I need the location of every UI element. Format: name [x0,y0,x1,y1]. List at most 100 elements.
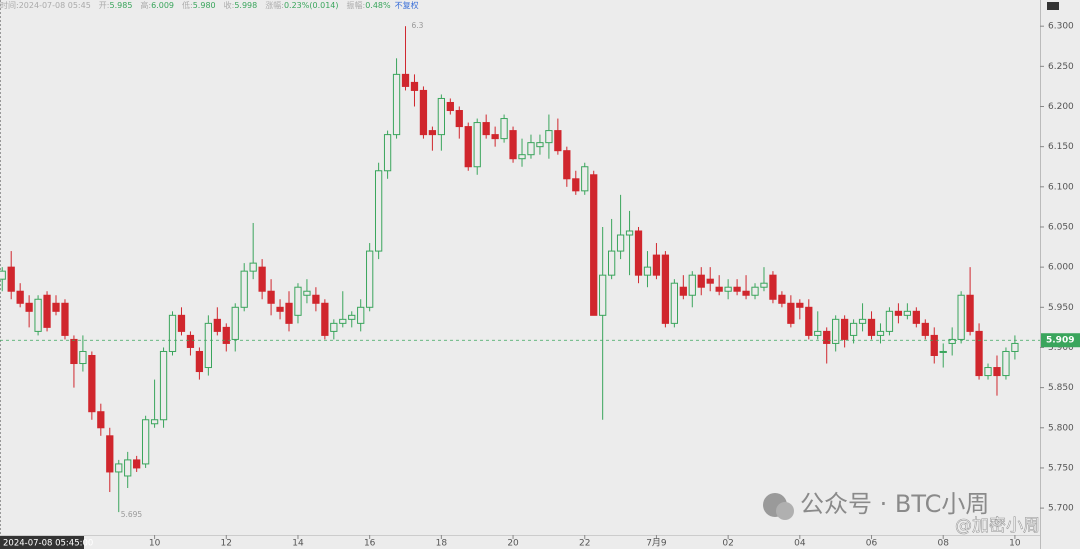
candle-body [661,254,670,324]
candle-body [419,89,428,136]
candle-body [401,73,410,87]
info-colon: : [107,1,110,10]
candle-body [652,254,661,276]
candle-body [285,302,293,324]
candle-body [7,266,15,292]
y-tick-label: 6.300 [1048,22,1074,32]
candle-body [984,367,992,377]
candle-body [751,286,759,296]
info-value: 5.998 [234,1,257,10]
crosshair-time: 2024-07-08 05:45:00 [3,539,93,549]
candle-body [787,302,795,324]
candle-body [330,322,338,332]
candle-body [634,230,643,276]
info-colon: : [363,1,366,10]
candle-body [374,170,383,252]
high-annotation: 6.3 [412,21,424,30]
candle-body [849,322,858,336]
x-tick-label: 04 [794,539,806,549]
candle-body [616,234,625,252]
candle-body [643,266,652,276]
candle-body [168,314,177,352]
candle-body [796,302,804,308]
candle-body [1002,350,1010,377]
candle-body [536,142,544,148]
candle-body [894,310,903,316]
info-label: 振幅 [347,0,363,10]
candle-body [159,350,168,421]
x-tick-label: 08 [937,539,949,549]
candle-body [715,286,723,292]
info-label: 收 [224,0,232,10]
candle-body [885,310,894,332]
y-tick-label: 5.700 [1048,504,1074,514]
candle-body [903,310,912,316]
y-tick-label: 5.800 [1048,423,1074,433]
info-label: 涨幅 [265,0,281,10]
candle-body [590,174,598,316]
candle-body [339,318,347,324]
info-value: 5.985 [110,1,133,10]
candle-body [52,302,60,312]
candle-body [446,101,454,112]
info-colon: : [16,1,19,10]
candle-body [321,302,329,336]
candle-body [428,130,437,136]
candle-body [823,330,831,344]
candle-body [867,318,876,336]
candle-body [258,266,266,292]
candle-body [249,262,257,272]
x-tick-label: 10 [149,539,161,549]
last-price-label: 5.909 [1046,336,1074,346]
candle-body [572,178,580,192]
candle-body [706,278,714,284]
candle-body [366,250,374,308]
candle-body [840,318,849,340]
candle-body [303,290,311,296]
candle-body [124,459,132,477]
candle-body [742,290,750,296]
candle-body [240,270,248,308]
watermark: 公众号 · BTC小周 @加密小周 [0,26,1040,536]
x-tick-label: 7月9 [646,538,667,549]
candle-body [697,274,705,288]
candle-body [966,294,974,332]
candle-body [43,294,51,328]
candle-body [509,130,517,160]
candle-body [0,270,6,280]
info-value: 6.009 [151,1,174,10]
x-tick-label: 18 [436,539,448,549]
candle-body [778,294,786,304]
x-tick-label: 16 [364,539,376,549]
candle-body [455,110,463,128]
candle-body [294,286,302,316]
info-value: 5.980 [193,1,216,10]
y-tick-label: 5.950 [1048,303,1074,313]
x-tick-label: 22 [579,539,590,549]
candle-body [625,230,634,236]
candle-body [679,286,687,296]
watermark-icon [776,502,794,520]
candle-body [115,463,123,473]
info-label: 高 [140,0,148,10]
info-colon: : [281,1,284,10]
info-bar: 时间:2024-07-08 05:45 开:5.985 高:6.009 低:5.980… [0,0,419,10]
candle-body [599,274,607,316]
candle-body [858,318,867,324]
candle-body [948,338,956,344]
info-label: 低 [182,0,190,10]
candle-body [195,350,204,373]
candle-body [518,154,526,160]
y-tick-label: 6.150 [1048,142,1074,152]
candle-body [876,330,885,336]
candle-body [177,314,186,332]
y-tick-label: 6.100 [1048,182,1074,192]
y-tick-label: 6.200 [1048,102,1074,112]
candle-body [25,302,33,312]
candle-body [500,118,508,140]
corner-button[interactable] [1047,2,1059,10]
adjust-mode[interactable]: 不复权 [395,0,419,10]
